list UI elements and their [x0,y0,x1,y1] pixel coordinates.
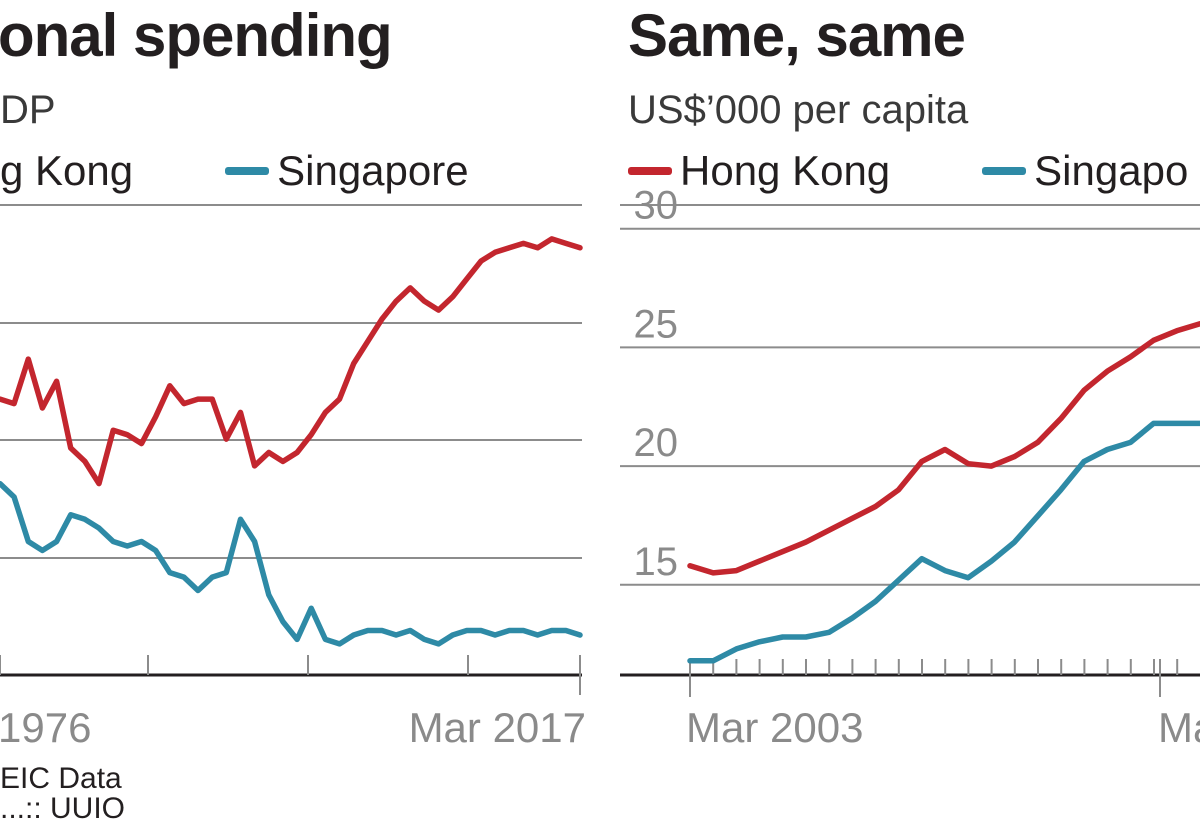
left-series-line-0 [0,236,583,487]
left-legend-sg-label: Singapore [277,147,469,194]
left-chart-subtitle: DP [0,88,56,132]
left-x-tick-label-end: Mar 2017 [409,704,586,751]
right-chart-subtitle: US$’000 per capita [628,88,969,132]
left-chart-title: onal spending [0,2,393,69]
left-legend: g Kong Singapore [0,146,469,196]
right-chart-title: Same, same [628,2,966,69]
right-chart: 15 20 25 30 Mar 2003 Ma [620,184,1200,751]
right-series-line-1 [687,420,1200,664]
right-legend: Hong Kong Singapo [628,146,1188,196]
right-legend-sg-swatch [982,167,1027,175]
left-legend-sg-swatch [225,167,270,175]
right-legend-hk-swatch [628,167,672,175]
right-legend-sg-label: Singapo [1034,147,1189,194]
left-series-line-1 [0,480,583,647]
source-line-1: EIC Data [0,762,122,795]
right-legend-hk-label: Hong Kong [680,147,891,194]
charts-canvas: 1976 Mar 2017 15 20 25 30 Mar 2003 Ma [0,184,1200,751]
right-y-tick-label-3: 30 [634,184,679,228]
right-y-tick-label-1: 20 [634,421,679,465]
left-chart: 1976 Mar 2017 [0,204,586,751]
right-y-tick-label-2: 25 [634,302,679,346]
left-x-tick-label-start: 1976 [0,704,91,751]
right-series-line-0 [687,320,1200,576]
left-legend-hk-label: g Kong [0,147,134,194]
right-x-tick-label-start: Mar 2003 [686,704,863,751]
right-y-tick-label-0: 15 [634,540,679,584]
right-x-tick-label-end: Ma [1158,704,1200,751]
